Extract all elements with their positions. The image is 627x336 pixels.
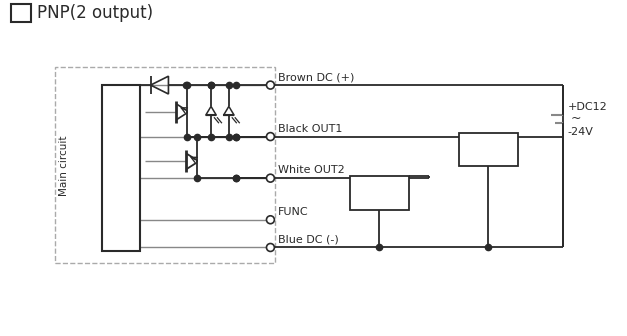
Text: PNP(2 output): PNP(2 output): [37, 4, 153, 22]
Text: +DC12: +DC12: [567, 102, 607, 112]
Text: Load: Load: [473, 143, 503, 156]
Text: Blue DC (-): Blue DC (-): [278, 235, 339, 245]
Circle shape: [266, 133, 275, 140]
Circle shape: [266, 244, 275, 251]
Circle shape: [266, 216, 275, 224]
Text: FUNC: FUNC: [278, 207, 309, 217]
Bar: [458, 133, 518, 166]
Text: B: B: [15, 5, 27, 20]
Text: Brown DC (+): Brown DC (+): [278, 72, 355, 82]
Bar: [350, 176, 409, 210]
Circle shape: [266, 81, 275, 89]
Text: Load: Load: [364, 186, 394, 200]
Bar: [102, 85, 140, 251]
Bar: [11, 4, 31, 22]
Circle shape: [266, 174, 275, 182]
Text: -24V: -24V: [567, 127, 593, 137]
Text: ~: ~: [571, 112, 581, 125]
Text: White OUT2: White OUT2: [278, 165, 345, 175]
Text: Main circuit: Main circuit: [60, 135, 70, 196]
Text: Black OUT1: Black OUT1: [278, 124, 343, 134]
Bar: [55, 67, 275, 263]
